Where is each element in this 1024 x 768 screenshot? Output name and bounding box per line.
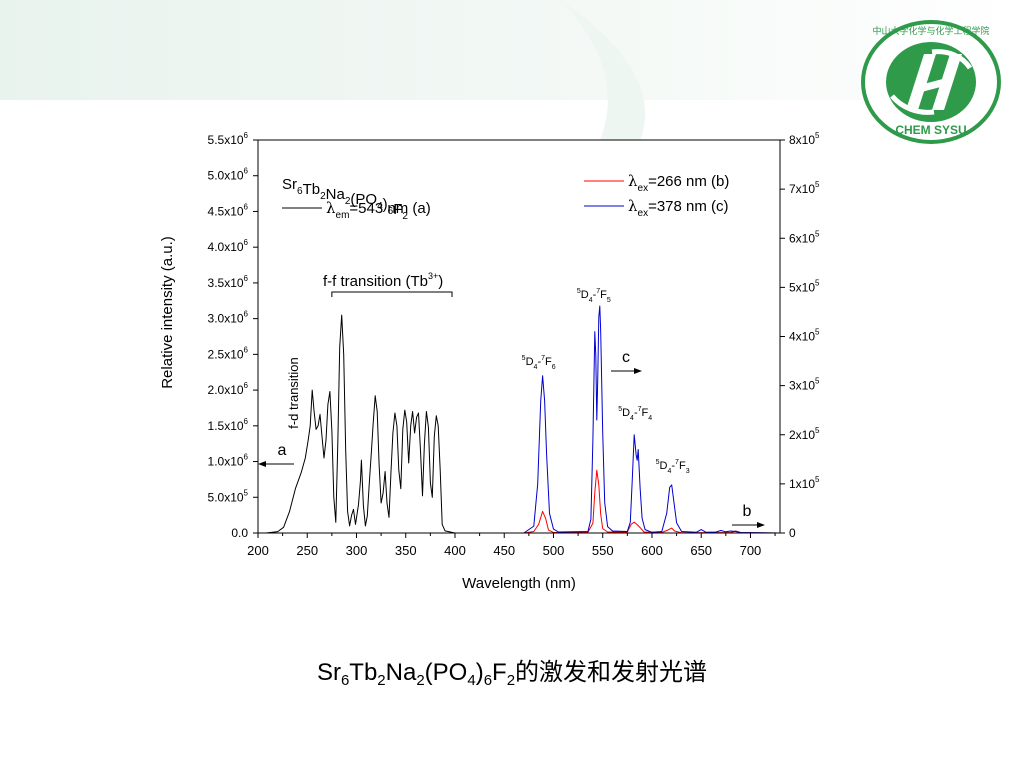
x-tick-label: 600 — [641, 543, 663, 558]
chem-sysu-logo: CHEM SYSU 中山大学化学与化学工程学院 — [861, 20, 1001, 144]
y-right-tick-label: 2x105 — [789, 426, 820, 442]
legend-a-label: λem=543 nm (a) — [326, 199, 431, 221]
y-left-tick-label: 5.5x106 — [208, 131, 249, 147]
series-b-line — [455, 469, 781, 534]
logo-lettering: CHEM SYSU — [895, 123, 966, 137]
y-right-tick-label: 6x105 — [789, 229, 820, 245]
x-tick-label: 650 — [690, 543, 712, 558]
series-a-label: a — [278, 442, 287, 459]
y-left-tick-label: 2.0x106 — [208, 381, 249, 397]
y-left-tick-label: 5.0x106 — [208, 167, 249, 183]
fd-transition-label: f-d transition — [286, 357, 301, 429]
y-right-tick-label: 4x105 — [789, 328, 820, 344]
y-right-tick-label: 8x105 — [789, 131, 820, 147]
ff-transition-bracket — [331, 291, 453, 297]
y-right-tick-label: 5x105 — [789, 278, 820, 294]
y-left-tick-label: 4.5x106 — [208, 202, 249, 218]
transition-f5-label: 5D4-7F5 — [577, 288, 611, 304]
y-left-tick-label: 3.5x106 — [208, 274, 249, 290]
series-c-line — [455, 305, 781, 534]
transition-f4-label: 5D4-7F4 — [618, 406, 652, 422]
y-left-tick-label: 5.0x105 — [208, 488, 249, 504]
spectrum-chart: 200 250 300 350 400 450 500 550 600 650 700 0.0 5.0x… — [159, 131, 820, 592]
x-tick-label: 450 — [493, 543, 515, 558]
y-right-tick-label: 1x105 — [789, 475, 820, 491]
y-left-tick-label: 4.0x106 — [208, 238, 249, 254]
series-c-label: c — [622, 349, 630, 366]
x-tick-label: 300 — [346, 543, 368, 558]
x-tick-label: 550 — [592, 543, 614, 558]
x-tick-label: 700 — [740, 543, 762, 558]
x-tick-label: 400 — [444, 543, 466, 558]
decor-swoosh — [560, 0, 646, 140]
y-right-tick-label: 3x105 — [789, 377, 820, 393]
y-right-tick-label: 0 — [789, 526, 796, 540]
caption-formula: Sr6Tb2Na2(PO4)6F2 — [316, 659, 516, 689]
transition-f3-label: 5D4-7F3 — [656, 459, 690, 475]
legend-c-label: λex=378 nm (c) — [628, 197, 729, 219]
svg-text:中山大学化学与化学工程学院: 中山大学化学与化学工程学院 — [872, 25, 989, 37]
y-left-tick-label: 1.5x106 — [208, 417, 249, 433]
y-right-tick-label: 7x105 — [789, 180, 820, 196]
ff-transition-label: f-f transition (Tb3+) — [323, 271, 443, 290]
y-left-tick-label: 0.0 — [231, 526, 248, 540]
legend-b-label: λex=266 nm (b) — [628, 172, 729, 194]
transition-f6-label: 5D4-7F6 — [522, 355, 556, 371]
series-b-arrowhead — [757, 522, 765, 528]
caption-suffix: 的激发和发射光谱 — [515, 658, 708, 686]
legend-compound: Sr6Tb2Na2(PO4)6F2 — [282, 176, 408, 222]
x-tick-label: 200 — [247, 543, 269, 558]
x-tick-label: 350 — [395, 543, 417, 558]
x-axis-label: Wavelength (nm) — [462, 575, 576, 592]
slide-caption: Sr6Tb2Na2(PO4)6F2的激发和发射光谱 — [0, 652, 1024, 689]
series-a-arrowhead — [258, 461, 266, 467]
x-tick-label: 250 — [296, 543, 318, 558]
series-b-label: b — [743, 503, 752, 520]
y-left-tick-label: 1.0x106 — [208, 453, 249, 469]
y-left-tick-label: 2.5x106 — [208, 345, 249, 361]
y-axis-label: Relative intensity (a.u.) — [159, 236, 176, 389]
y-left-tick-label: 3.0x106 — [208, 310, 249, 326]
series-a-line — [265, 314, 456, 534]
series-c-arrowhead — [634, 368, 642, 374]
x-tick-label: 500 — [543, 543, 565, 558]
top-band — [0, 0, 1024, 100]
